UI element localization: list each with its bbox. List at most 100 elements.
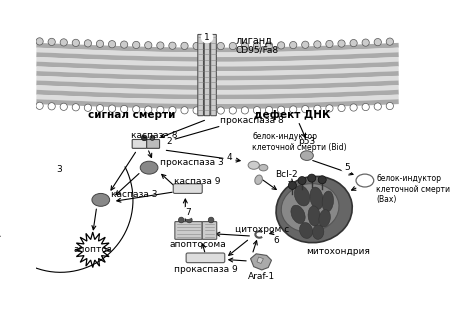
Ellipse shape bbox=[356, 174, 374, 187]
Ellipse shape bbox=[294, 186, 310, 206]
Circle shape bbox=[314, 41, 321, 48]
Text: Bcl-2: Bcl-2 bbox=[274, 170, 297, 179]
Circle shape bbox=[288, 181, 297, 189]
Circle shape bbox=[144, 42, 152, 49]
Ellipse shape bbox=[255, 175, 262, 185]
Ellipse shape bbox=[319, 210, 330, 227]
Circle shape bbox=[362, 39, 369, 46]
Circle shape bbox=[181, 42, 188, 50]
Circle shape bbox=[108, 105, 116, 112]
Circle shape bbox=[72, 104, 80, 111]
Text: прокаспаза 9: прокаспаза 9 bbox=[174, 265, 237, 274]
Text: CD95/Fa8: CD95/Fa8 bbox=[235, 45, 279, 54]
Circle shape bbox=[144, 106, 152, 113]
Circle shape bbox=[157, 42, 164, 49]
Text: сигнал смерти: сигнал смерти bbox=[88, 110, 175, 119]
Ellipse shape bbox=[281, 184, 339, 232]
Circle shape bbox=[108, 40, 116, 48]
Circle shape bbox=[187, 217, 192, 223]
Text: апоптосома: апоптосома bbox=[169, 240, 226, 249]
Text: 7: 7 bbox=[185, 208, 191, 217]
Circle shape bbox=[278, 106, 285, 113]
Text: белок-индуктор
клеточной смерти (Bid): белок-индуктор клеточной смерти (Bid) bbox=[252, 132, 347, 152]
FancyBboxPatch shape bbox=[175, 222, 202, 239]
Circle shape bbox=[48, 103, 55, 110]
Circle shape bbox=[53, 164, 64, 175]
Circle shape bbox=[278, 42, 285, 49]
Text: цитохром с: цитохром с bbox=[235, 225, 289, 234]
Circle shape bbox=[84, 40, 91, 47]
Circle shape bbox=[121, 41, 128, 48]
Circle shape bbox=[253, 106, 261, 114]
Circle shape bbox=[338, 40, 345, 47]
Circle shape bbox=[217, 42, 225, 50]
Circle shape bbox=[350, 40, 357, 47]
Ellipse shape bbox=[291, 205, 305, 223]
Circle shape bbox=[266, 42, 273, 49]
Circle shape bbox=[141, 135, 147, 141]
Text: каспаза 8: каспаза 8 bbox=[131, 131, 178, 140]
Ellipse shape bbox=[312, 225, 324, 239]
Ellipse shape bbox=[310, 187, 323, 210]
Circle shape bbox=[121, 105, 128, 112]
Circle shape bbox=[157, 106, 164, 113]
Text: 1: 1 bbox=[204, 33, 210, 42]
Circle shape bbox=[342, 162, 353, 173]
Text: лиганд: лиганд bbox=[235, 36, 272, 46]
Circle shape bbox=[241, 107, 248, 114]
Ellipse shape bbox=[276, 176, 352, 243]
Ellipse shape bbox=[248, 161, 259, 169]
FancyBboxPatch shape bbox=[173, 184, 202, 193]
Circle shape bbox=[229, 42, 236, 50]
Ellipse shape bbox=[301, 151, 313, 161]
Text: дефект ДНК: дефект ДНК bbox=[254, 110, 331, 119]
Circle shape bbox=[298, 177, 306, 185]
Text: прокаспаза 8: прокаспаза 8 bbox=[220, 117, 284, 125]
FancyBboxPatch shape bbox=[211, 34, 216, 116]
Circle shape bbox=[169, 106, 176, 114]
Text: митохондрия: митохондрия bbox=[306, 246, 370, 256]
Circle shape bbox=[318, 176, 326, 184]
Circle shape bbox=[179, 217, 184, 223]
Circle shape bbox=[208, 217, 214, 223]
Circle shape bbox=[202, 32, 213, 43]
Circle shape bbox=[374, 39, 381, 46]
Text: 2: 2 bbox=[166, 137, 172, 146]
Circle shape bbox=[326, 40, 333, 48]
Circle shape bbox=[181, 107, 188, 114]
Text: Araf-1: Araf-1 bbox=[248, 271, 275, 281]
FancyBboxPatch shape bbox=[186, 253, 225, 263]
Circle shape bbox=[193, 42, 200, 50]
Text: 3: 3 bbox=[56, 165, 62, 174]
Circle shape bbox=[229, 107, 236, 114]
Circle shape bbox=[338, 104, 345, 112]
Circle shape bbox=[326, 105, 333, 112]
Circle shape bbox=[72, 39, 80, 46]
Text: белок-индуктор
клеточной смерти
(Bax): белок-индуктор клеточной смерти (Bax) bbox=[376, 174, 450, 204]
Circle shape bbox=[182, 207, 194, 218]
Circle shape bbox=[205, 42, 212, 50]
FancyBboxPatch shape bbox=[198, 34, 203, 116]
Circle shape bbox=[350, 104, 357, 111]
Circle shape bbox=[270, 235, 282, 246]
Circle shape bbox=[386, 38, 393, 45]
Polygon shape bbox=[251, 254, 271, 270]
Circle shape bbox=[290, 106, 297, 113]
Circle shape bbox=[224, 152, 235, 164]
Circle shape bbox=[362, 103, 369, 111]
FancyBboxPatch shape bbox=[132, 139, 147, 148]
Circle shape bbox=[308, 174, 316, 182]
Circle shape bbox=[302, 41, 309, 48]
Circle shape bbox=[96, 105, 104, 112]
Ellipse shape bbox=[300, 222, 313, 238]
Text: апоптоз: апоптоз bbox=[73, 245, 112, 254]
Text: прокаспаза 3: прокаспаза 3 bbox=[160, 157, 224, 167]
Circle shape bbox=[169, 42, 176, 49]
Text: 5: 5 bbox=[344, 163, 350, 172]
FancyBboxPatch shape bbox=[204, 34, 210, 116]
Circle shape bbox=[150, 136, 155, 140]
Text: 4: 4 bbox=[227, 154, 232, 162]
Ellipse shape bbox=[140, 161, 158, 174]
Circle shape bbox=[314, 105, 321, 112]
Circle shape bbox=[133, 106, 140, 113]
